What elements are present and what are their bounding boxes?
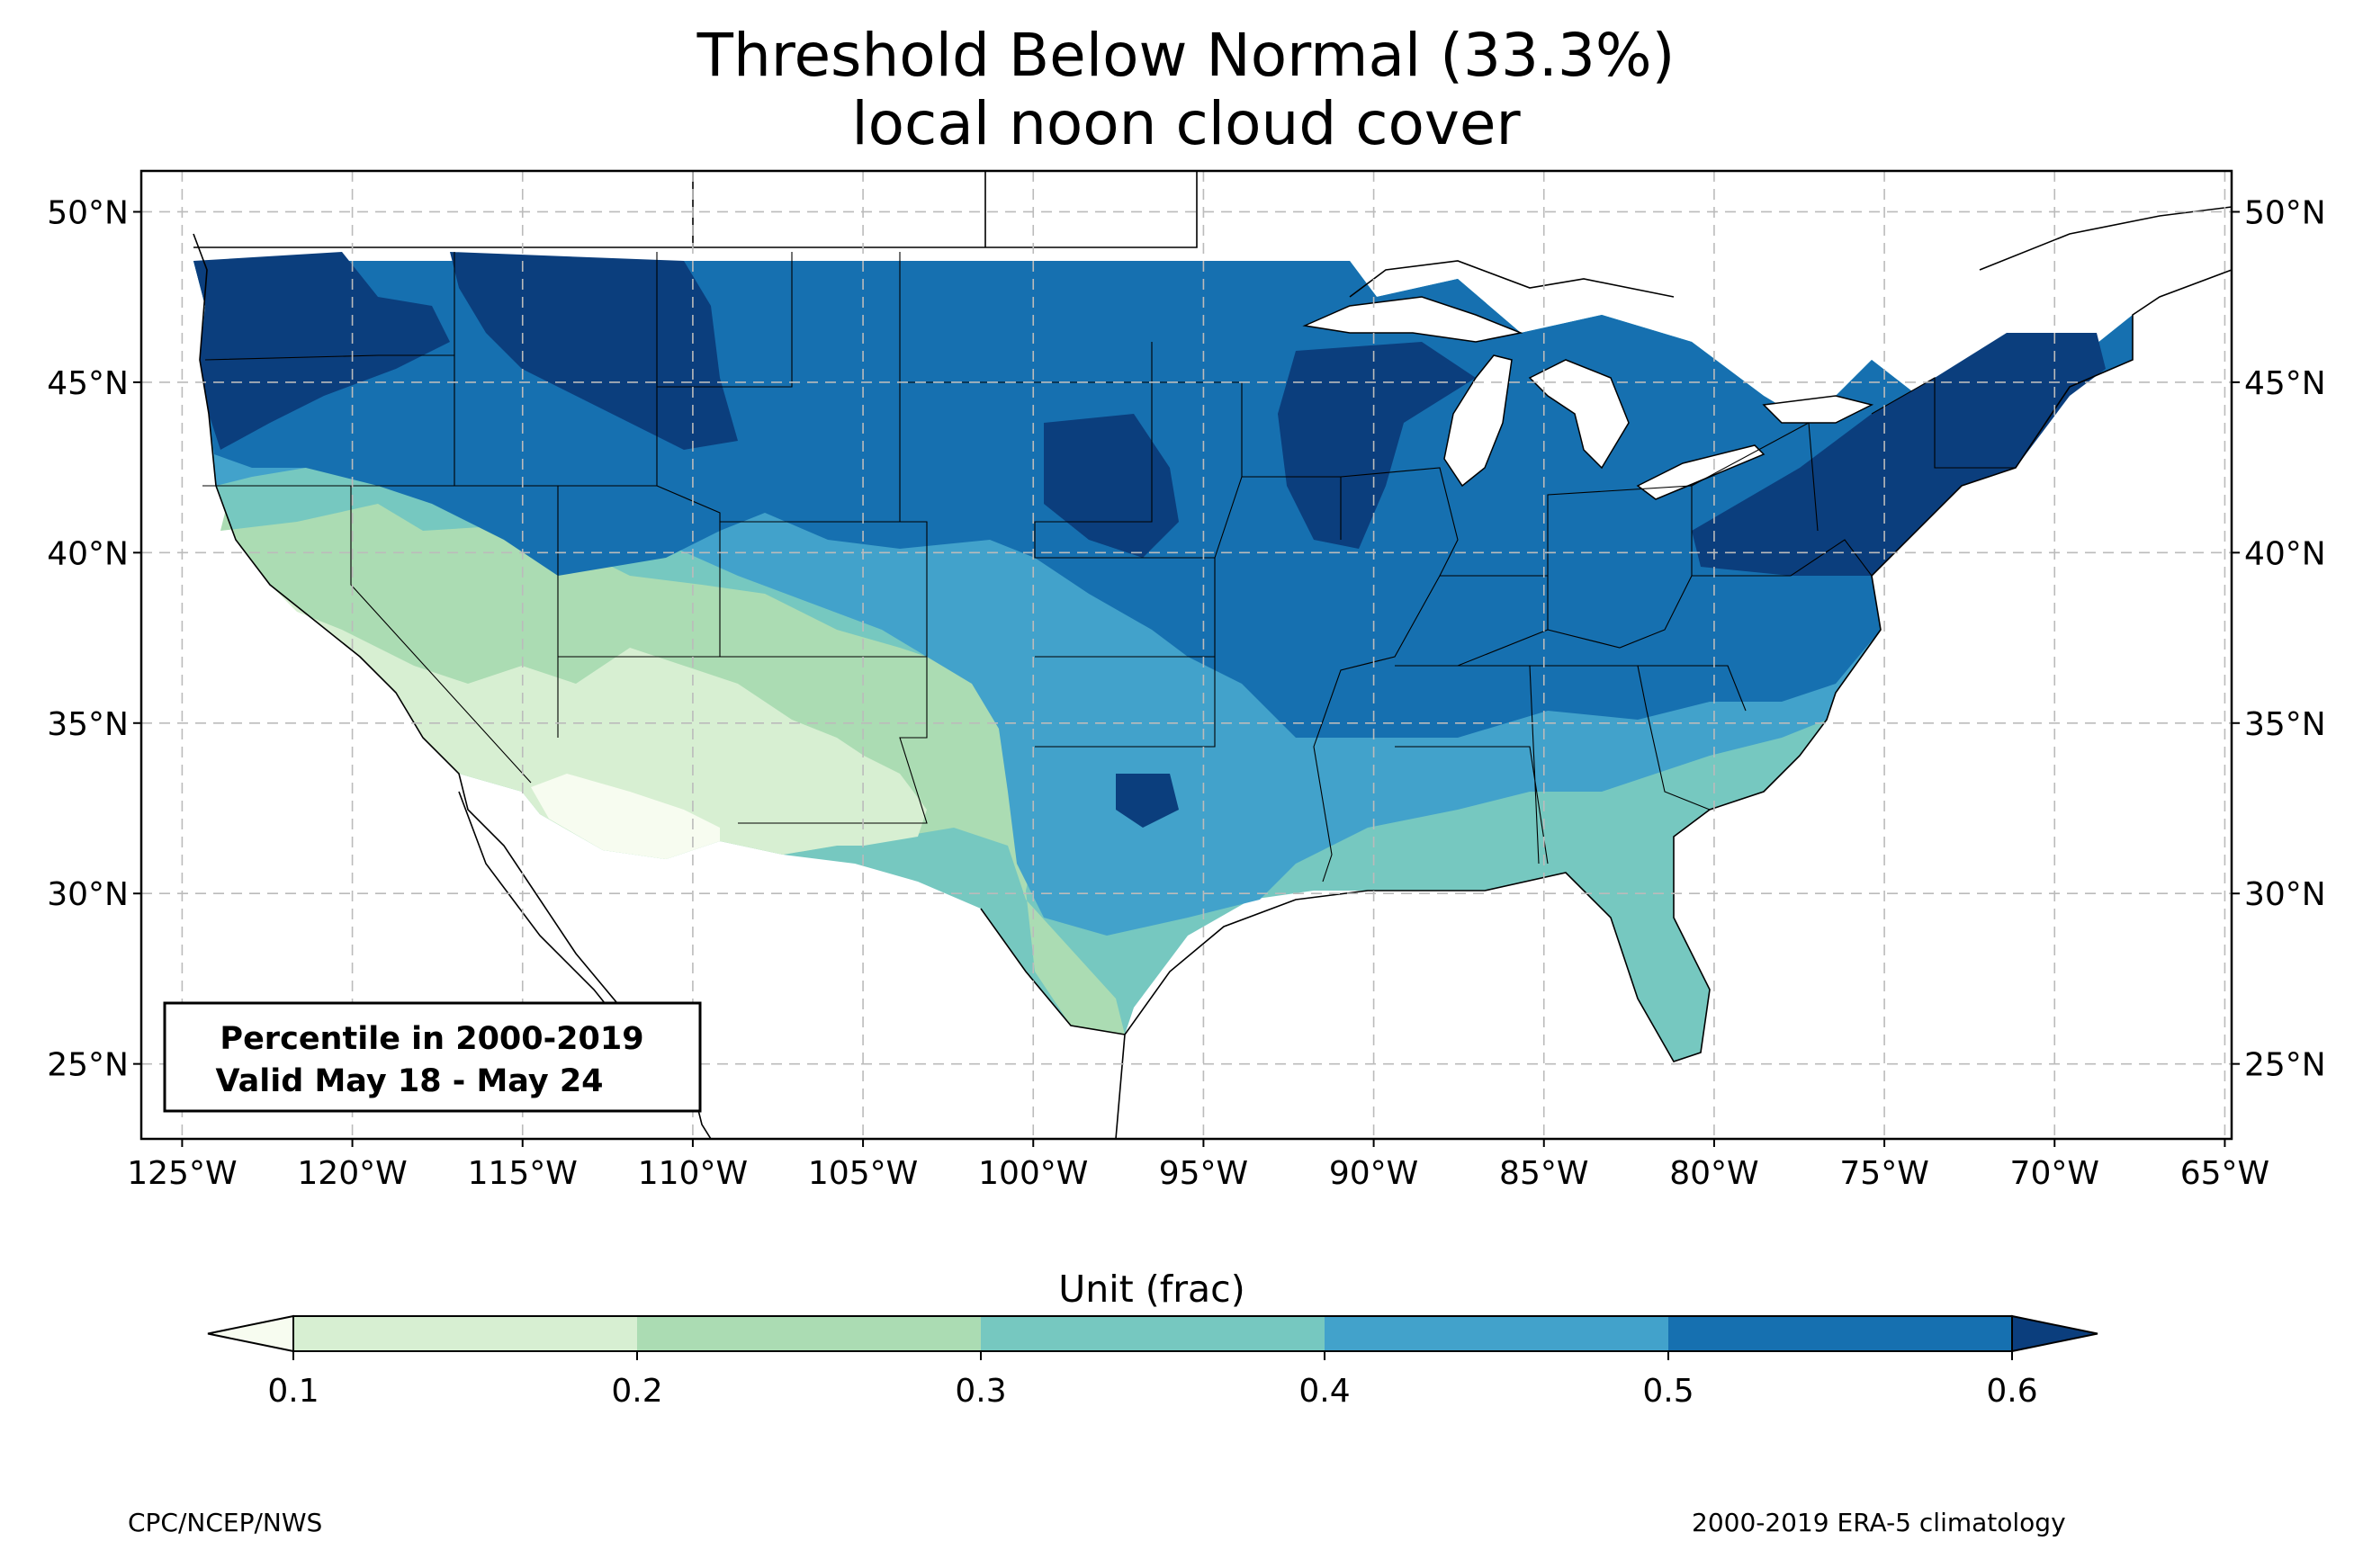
great-lakes xyxy=(1302,296,1874,500)
boundaries xyxy=(193,171,2232,1139)
lon-tick-label: 110°W xyxy=(638,1155,748,1192)
pacific-coastline xyxy=(193,233,712,1139)
info-box-line1: Percentile in 2000-2019 xyxy=(220,1021,643,1057)
lat-tick-label-left: 50°N xyxy=(47,194,129,231)
lat-tick-label-right: 40°N xyxy=(2244,535,2326,572)
lat-tick-label-right: 25°N xyxy=(2244,1047,2326,1084)
gridlines xyxy=(141,171,2232,1139)
lon-tick-label: 90°W xyxy=(1329,1155,1418,1192)
map-panel: Percentile in 2000-2019 Valid May 18 - M… xyxy=(139,169,2233,1141)
colorbar-bin xyxy=(1668,1316,2012,1351)
longitude-axis: 125°W 120°W 115°W 110°W 105°W 100°W 95°W 90°W 85… xyxy=(127,1139,2269,1192)
lon-tick-label: 115°W xyxy=(468,1155,578,1192)
lon-tick-label: 105°W xyxy=(808,1155,918,1192)
colorbar-outline xyxy=(292,1315,2013,1352)
colorbar-tick-label: 0.4 xyxy=(1298,1373,1350,1410)
colorbar-label: Unit (frac) xyxy=(1058,1268,1244,1311)
info-box-frame xyxy=(163,1001,702,1113)
lat-tick-label-right: 45°N xyxy=(2244,365,2326,402)
state-border xyxy=(202,252,2016,883)
latitude-axis-right: 50°N 45°N 40°N 35°N 30°N 25°N xyxy=(2232,194,2326,1084)
lon-tick-label: 75°W xyxy=(1839,1155,1928,1192)
lat-tick-label-right: 50°N xyxy=(2244,194,2326,231)
lat-tick-label-left: 30°N xyxy=(47,876,129,913)
gulf-coastline xyxy=(980,269,2232,1139)
lon-tick-label: 70°W xyxy=(2010,1155,2099,1192)
colorbar-tick-label: 0.2 xyxy=(611,1373,662,1410)
field-gt-0.6-midwest xyxy=(1278,342,1476,549)
latitude-axis-left: 50°N 45°N 40°N 35°N 30°N 25°N xyxy=(47,194,141,1084)
field-gt-0.6-northeast xyxy=(1692,333,2106,576)
map-frame xyxy=(139,169,2233,1141)
colorbar-bin xyxy=(293,1316,637,1351)
colorbar-tick-label: 0.3 xyxy=(955,1373,1006,1410)
colorbar-bins xyxy=(207,1314,2098,1353)
lat-tick-label-left: 25°N xyxy=(47,1047,129,1084)
colorbar-ticks: 0.1 0.2 0.3 0.4 0.5 0.6 xyxy=(267,1351,2038,1410)
lon-tick-label: 100°W xyxy=(978,1155,1088,1192)
field-lt-0.1 xyxy=(531,774,720,859)
lon-tick-label: 80°W xyxy=(1669,1155,1758,1192)
cloud-cover-field xyxy=(193,252,2133,1062)
lon-tick-label: 120°W xyxy=(297,1155,407,1192)
chart-title: Threshold Below Normal (33.3%) xyxy=(696,21,1676,90)
lon-tick-label: 65°W xyxy=(2180,1155,2269,1192)
info-box: Percentile in 2000-2019 Valid May 18 - M… xyxy=(163,1001,702,1113)
field-gt-0.6-pnw xyxy=(193,252,450,450)
lat-tick-label-left: 40°N xyxy=(47,535,129,572)
colorbar-bin xyxy=(1325,1316,1668,1351)
state-borders xyxy=(202,252,2016,883)
colorbar-tick-label: 0.1 xyxy=(267,1373,319,1410)
lat-tick-label-right: 30°N xyxy=(2244,876,2326,913)
lon-tick-label: 85°W xyxy=(1499,1155,1588,1192)
colorbar-bin xyxy=(637,1316,981,1351)
credit-right: 2000-2019 ERA-5 climatology xyxy=(1692,1508,2066,1537)
lat-tick-label-left: 45°N xyxy=(47,365,129,402)
credit-left: CPC/NCEP/NWS xyxy=(128,1508,323,1537)
lon-tick-label: 125°W xyxy=(127,1155,237,1192)
info-box-line2: Valid May 18 - May 24 xyxy=(215,1063,603,1099)
colorbar-bin xyxy=(981,1316,1325,1351)
lat-tick-label-right: 35°N xyxy=(2244,706,2326,743)
colorbar-tick-label: 0.5 xyxy=(1642,1373,1694,1410)
lon-tick-label: 95°W xyxy=(1159,1155,1248,1192)
lat-tick-label-left: 35°N xyxy=(47,706,129,743)
colorbar-tick-label: 0.6 xyxy=(1986,1373,2037,1410)
chart-subtitle: local noon cloud cover xyxy=(851,89,1521,158)
field-gt-0.6-texas xyxy=(1116,774,1179,828)
colorbar-extend-high xyxy=(2011,1314,2098,1353)
colorbar: Unit (frac) 0.1 0.2 0.3 0.4 0.5 0.6 xyxy=(207,1268,2098,1410)
colorbar-extend-low xyxy=(207,1314,294,1353)
field-0.1-0.2 xyxy=(270,585,927,859)
